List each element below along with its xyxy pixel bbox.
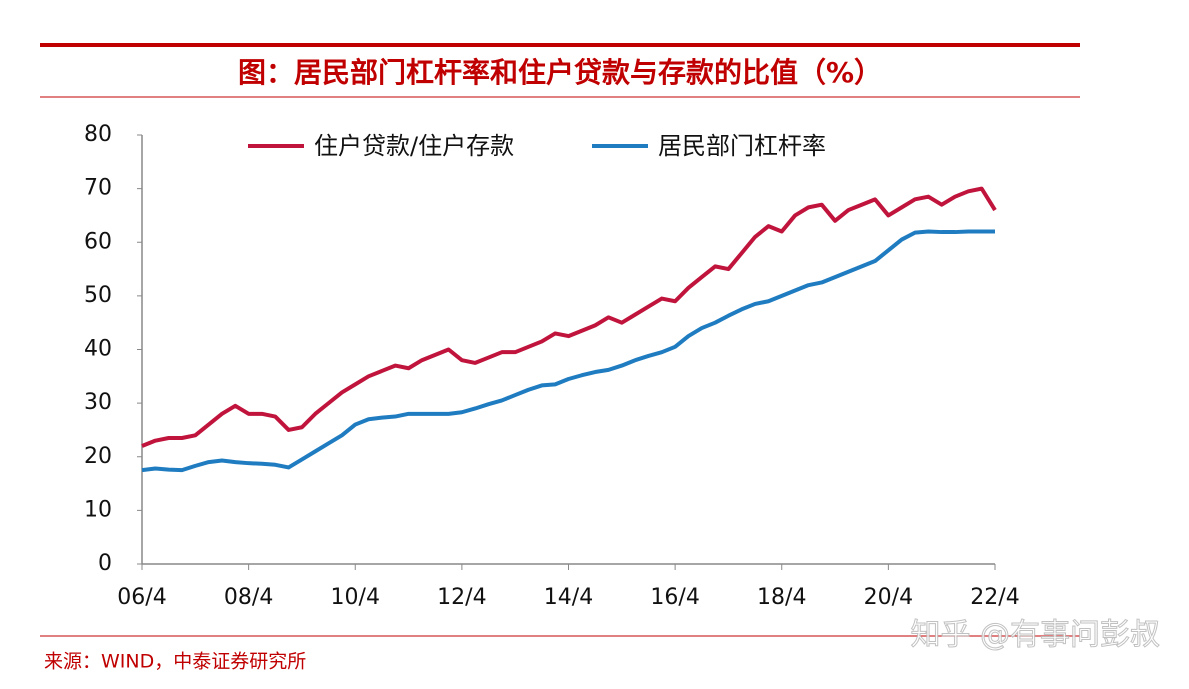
legend-label: 住户贷款/住户存款 bbox=[314, 132, 514, 160]
x-tick-label: 14/4 bbox=[544, 585, 593, 610]
x-tick-label: 22/4 bbox=[970, 585, 1019, 610]
y-tick-label: 70 bbox=[84, 176, 112, 201]
y-tick-label: 60 bbox=[84, 229, 112, 254]
x-tick-label: 06/4 bbox=[117, 585, 166, 610]
y-tick-label: 20 bbox=[84, 444, 112, 469]
watermark: 知乎 @有事问彭叔 bbox=[910, 618, 1160, 653]
x-tick-label: 08/4 bbox=[224, 585, 273, 610]
y-tick-label: 30 bbox=[84, 390, 112, 415]
x-tick-label: 20/4 bbox=[864, 585, 913, 610]
y-tick-label: 50 bbox=[84, 283, 112, 308]
chart-title: 图：居民部门杠杆率和住户贷款与存款的比值（%） bbox=[238, 56, 882, 89]
y-tick-label: 40 bbox=[84, 337, 112, 362]
x-tick-label: 18/4 bbox=[757, 585, 806, 610]
x-tick-label: 10/4 bbox=[331, 585, 380, 610]
y-tick-label: 0 bbox=[98, 551, 112, 576]
series-line bbox=[141, 229, 995, 473]
y-tick-label: 80 bbox=[84, 122, 112, 147]
series-line bbox=[141, 186, 997, 448]
x-tick-label: 16/4 bbox=[650, 585, 699, 610]
y-tick-label: 10 bbox=[84, 497, 112, 522]
x-tick-label: 12/4 bbox=[437, 585, 486, 610]
source-note: 来源：WIND，中泰证券研究所 bbox=[44, 651, 306, 673]
legend-label: 居民部门杠杆率 bbox=[658, 132, 826, 160]
